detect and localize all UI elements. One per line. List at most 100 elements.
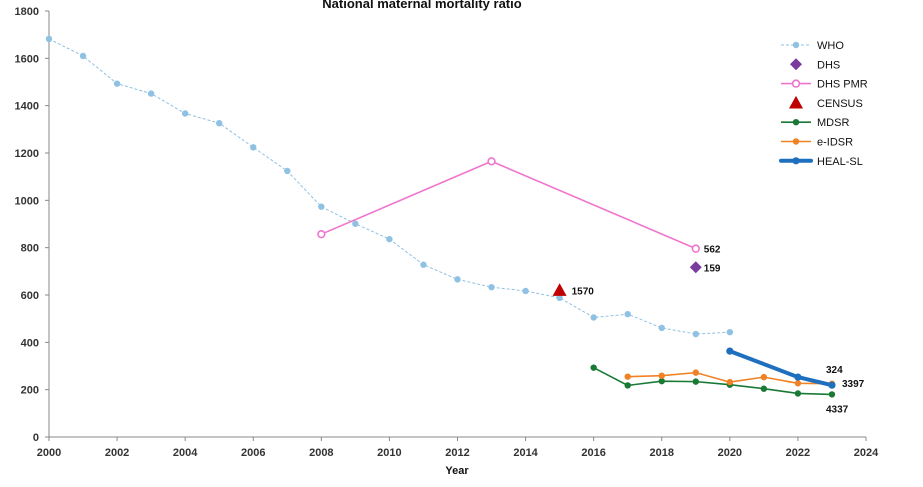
data-point-mdsr: [794, 390, 802, 397]
legend-item-mdsr: MDSR: [781, 117, 849, 129]
data-point-who: [79, 52, 87, 60]
y-tick-label: 1400: [15, 101, 39, 113]
data-point-mdsr: [760, 385, 768, 392]
x-axis-title: Year: [445, 465, 469, 477]
legend-label-dhs: DHS: [817, 59, 840, 71]
legend-label-heal-sl: HEAL-SL: [817, 156, 863, 168]
data-point-who: [113, 80, 121, 87]
legend-label-census: CENSUS: [817, 98, 863, 110]
data-point-who: [216, 119, 223, 127]
legend-label-dhs-pmr: DHS PMR: [817, 79, 868, 91]
x-tick-label: 2002: [105, 447, 129, 459]
legend-marker-who: [792, 41, 800, 49]
axes: 0 200 400 600 800 1000 1200 1400 1600 1800 2000 200…: [15, 6, 880, 459]
data-point-mdsr: [658, 377, 665, 385]
y-tick-label: 200: [21, 385, 39, 397]
data-label-dhs-pmr: 562: [704, 245, 721, 256]
legend-item-dhs-pmr: DHS PMR: [781, 79, 868, 91]
chart-title: National maternal mortality ratio: [322, 0, 521, 11]
data-point-dhs-pmr: [317, 229, 326, 239]
x-tick-label: 2018: [650, 447, 674, 459]
series-mdsr: [590, 364, 836, 398]
x-tick-label: 2000: [37, 447, 61, 459]
data-point-mdsr: [828, 391, 836, 398]
data-point-e-idsr: [726, 378, 734, 386]
data-point-who: [556, 294, 563, 302]
x-tick-label: 2010: [377, 447, 401, 459]
legend-label-who: WHO: [817, 40, 844, 52]
x-tick-label: 2016: [581, 447, 605, 459]
legend-marker-dhs: [790, 58, 802, 71]
data-point-e-idsr: [692, 369, 699, 376]
y-tick-label: 1000: [15, 195, 39, 207]
data-point-mdsr: [624, 382, 631, 389]
data-point-census: [552, 283, 567, 296]
x-tick-label: 2004: [173, 447, 198, 459]
data-point-who: [352, 220, 359, 227]
legend-marker-dhs-pmr: [791, 79, 801, 88]
x-tick-label: 2014: [513, 447, 538, 459]
data-labels: 159 562 1570 4337 3397 324: [572, 245, 865, 416]
y-tick-label: 0: [33, 432, 39, 444]
legend-item-census: CENSUS: [789, 95, 863, 110]
data-point-e-idsr: [658, 372, 665, 379]
data-point-who: [147, 90, 155, 97]
data-point-who: [692, 330, 699, 338]
series-heal-sl: [726, 347, 836, 389]
legend-item-heal-sl: HEAL-SL: [779, 156, 863, 168]
data-point-who: [181, 110, 189, 117]
x-tick-label: 2006: [241, 447, 265, 459]
legend-item-who: WHO: [781, 40, 844, 52]
data-point-e-idsr: [624, 373, 631, 380]
series-line-who: [48, 38, 730, 335]
data-point-dhs-pmr: [487, 157, 496, 166]
data-label-census: 1570: [572, 286, 595, 297]
series-line-dhs-pmr: [321, 160, 697, 250]
series-dhs: [689, 261, 702, 274]
data-point-who: [658, 324, 665, 332]
data-point-mdsr: [590, 364, 597, 371]
data-point-e-idsr: [794, 380, 802, 387]
y-tick-label: 600: [21, 290, 39, 302]
data-label-heal-sl: 324: [826, 365, 843, 376]
legend-marker-census: [789, 95, 803, 109]
data-point-who: [624, 310, 631, 318]
data-point-heal-sl: [828, 381, 836, 389]
data-point-mdsr: [692, 378, 699, 385]
x-tick-label: 2008: [309, 447, 333, 459]
data-point-who: [420, 261, 427, 268]
legend: WHO DHS DHS PMR CENSUS MDSR e-IDSR HEAL-SL: [779, 40, 868, 168]
x-tick-label: 2022: [786, 447, 810, 459]
y-tick-label: 1800: [15, 6, 39, 18]
data-point-heal-sl: [726, 347, 734, 355]
data-point-e-idsr: [760, 373, 768, 381]
legend-marker-mdsr: [792, 119, 800, 126]
series-dhs-pmr: [317, 157, 700, 253]
data-label-e-idsr: 3397: [842, 379, 865, 390]
data-point-who: [386, 235, 393, 243]
y-tick-label: 1200: [15, 148, 39, 160]
plot-series: [45, 35, 836, 398]
series-who: [45, 35, 734, 338]
data-point-who: [454, 276, 461, 283]
legend-marker-e-idsr: [792, 138, 800, 145]
data-point-who: [488, 283, 495, 291]
legend-label-mdsr: MDSR: [817, 117, 849, 129]
series-line-mdsr: [593, 366, 832, 396]
data-point-who: [522, 287, 529, 295]
data-point-who: [318, 203, 325, 210]
y-tick-label: 400: [21, 337, 39, 349]
x-tick-label: 2020: [718, 447, 742, 459]
legend-marker-heal-sl: [792, 157, 800, 165]
data-point-heal-sl: [794, 373, 802, 381]
data-point-dhs-pmr: [691, 244, 700, 253]
data-label-dhs: 159: [704, 263, 721, 274]
series-census: [552, 283, 567, 296]
y-tick-label: 1600: [15, 53, 39, 65]
data-point-who: [284, 167, 291, 175]
x-tick-label: 2012: [445, 447, 469, 459]
legend-item-dhs: DHS: [790, 58, 840, 71]
data-point-who: [726, 328, 734, 336]
data-point-who: [590, 314, 597, 321]
